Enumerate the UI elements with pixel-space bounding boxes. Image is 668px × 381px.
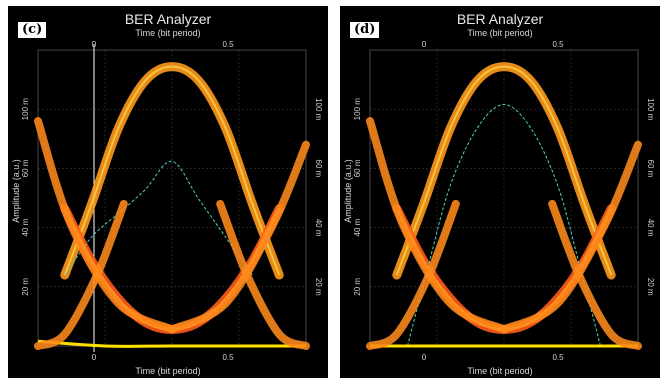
q-factor-curve [407, 103, 601, 347]
y-tick-label-right: 60 m [646, 160, 655, 178]
x-axis-label-top: Time (bit period) [135, 28, 201, 38]
chart-title: BER Analyzer [456, 11, 544, 27]
rising-edge-trace [500, 140, 642, 334]
y-tick-label: 100 m [353, 98, 362, 121]
chart-panel-c: 20 m 40 m 60 m 100 m 20 m 40 m 60 m 100 m 0 0.5 0 0… [8, 6, 328, 378]
x-tick-label-top: 0 [422, 40, 427, 49]
y-tick-label-right: 100 m [314, 98, 323, 121]
x-tick-label-top: 0.5 [222, 40, 234, 49]
y-axis-label: Amplitude (a.u.) [11, 159, 21, 223]
panel-label: (d) [350, 22, 380, 38]
panel-label: (c) [18, 22, 47, 38]
x-axis-label-top: Time (bit period) [467, 28, 533, 38]
x-tick-label-bottom: 0.5 [222, 353, 234, 362]
y-tick-label-right: 100 m [646, 98, 655, 121]
y-tick-label: 60 m [353, 159, 362, 177]
q-factor-curve [64, 160, 253, 276]
falling-edge-trace [366, 117, 508, 334]
y-axis-label: Amplitude (a.u.) [343, 159, 353, 223]
chart-panel-d: 20 m 40 m 60 m 100 m 20 m 40 m 60 m 100 m 0 0.5 0 0… [340, 6, 660, 378]
falling-edge-right [548, 199, 642, 350]
threshold-line [37, 339, 306, 348]
x-axis-label-bottom: Time (bit period) [467, 366, 533, 376]
x-tick-label-bottom: 0.5 [552, 353, 564, 362]
y-tick-label-right: 60 m [314, 160, 323, 178]
x-tick-label-bottom: 0 [422, 353, 427, 362]
x-tick-label-top: 0.5 [552, 40, 564, 49]
falling-edge-trace [34, 117, 176, 334]
y-tick-label: 60 m [21, 159, 30, 177]
rising-edge-trace [168, 140, 310, 334]
x-tick-label-top: 0 [92, 40, 97, 49]
rising-edge-left [34, 199, 128, 350]
x-axis-label-bottom: Time (bit period) [135, 366, 201, 376]
y-tick-label-right: 20 m [314, 278, 323, 296]
y-tick-label: 100 m [21, 98, 30, 121]
y-tick-label: 40 m [21, 218, 30, 236]
eye-trace-core [395, 65, 613, 276]
rising-edge-left [366, 199, 460, 350]
plot-svg-d: 20 m 40 m 60 m 100 m 20 m 40 m 60 m 100 m 0 0.5 0 0… [353, 40, 655, 362]
x-tick-label-bottom: 0 [92, 353, 97, 362]
y-tick-label-right: 40 m [314, 219, 323, 237]
y-tick-label: 20 m [21, 278, 30, 296]
y-tick-label-right: 20 m [646, 278, 655, 296]
plot-svg-c: 20 m 40 m 60 m 100 m 20 m 40 m 60 m 100 m 0 0.5 0 0… [21, 40, 323, 362]
chart-title: BER Analyzer [124, 11, 212, 27]
falling-edge-right [216, 199, 310, 350]
y-tick-label-right: 40 m [646, 219, 655, 237]
y-tick-label: 20 m [353, 278, 362, 296]
eye-trace-core [63, 65, 281, 276]
y-tick-label: 40 m [353, 218, 362, 236]
